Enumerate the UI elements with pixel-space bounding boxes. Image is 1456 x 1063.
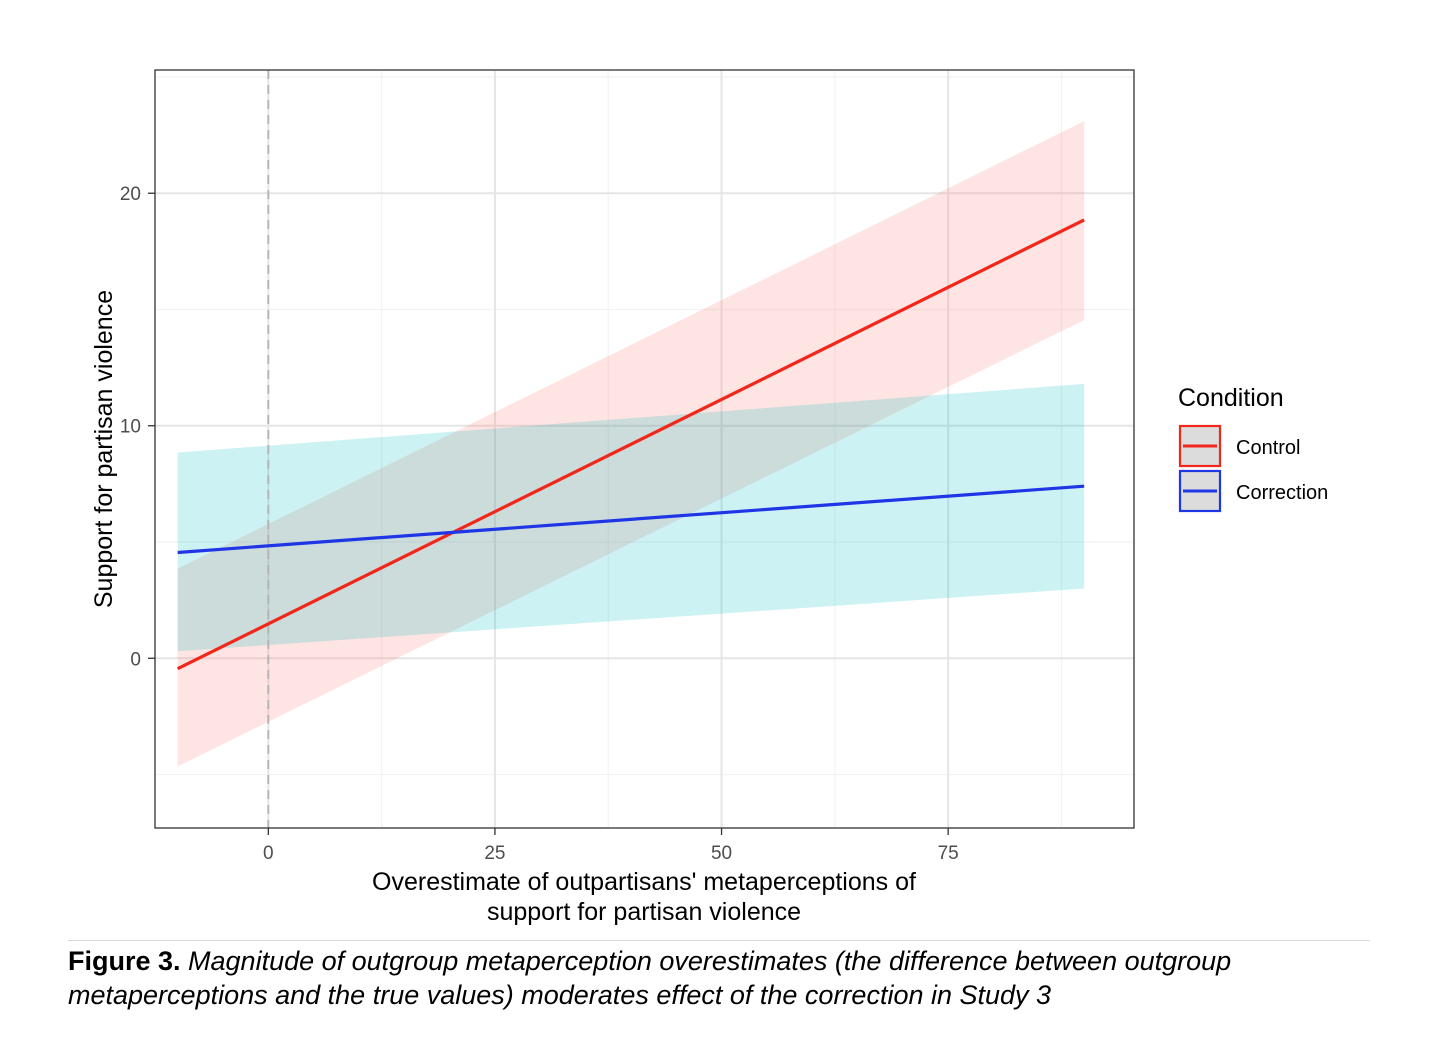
caption-label: Figure 3.	[68, 946, 181, 976]
ribbon-correction	[177, 383, 1085, 652]
x-tick-label: 25	[484, 843, 505, 864]
x-axis-ticks: 0 25 50 75	[263, 828, 959, 864]
legend-label: Control	[1236, 437, 1300, 459]
legend: Condition Control Correction	[1178, 384, 1328, 513]
y-axis-title-text: Support for partisan violence	[90, 290, 118, 608]
line-correction	[177, 484, 1085, 555]
y-tick-label: 10	[120, 417, 141, 438]
x-tick-label: 75	[938, 843, 959, 864]
x-axis-title-line: Overestimate of outpartisans' metapercep…	[372, 868, 916, 896]
y-axis-title: Support for partisan violence	[90, 290, 118, 608]
line-control	[176, 218, 1085, 671]
chart: 0 25 50 75 0 10 20 Overestimate of outpartisa…	[90, 69, 1328, 926]
caption-divider	[68, 940, 1370, 941]
regression-lines	[176, 218, 1085, 671]
legend-label: Correction	[1236, 482, 1328, 504]
panel-border	[154, 69, 1135, 829]
legend-key-correction	[1178, 469, 1222, 513]
y-tick-label: 20	[120, 184, 141, 205]
y-axis-ticks: 0 10 20	[120, 184, 155, 670]
caption-text: Magnitude of outgroup metaperception ove…	[68, 946, 1232, 1010]
legend-key-control	[1178, 424, 1222, 468]
figure-caption: Figure 3. Magnitude of outgroup metaperc…	[68, 944, 1378, 1012]
legend-title: Condition	[1178, 384, 1284, 412]
y-tick-label: 0	[130, 649, 141, 670]
x-axis-title-line: support for partisan violence	[487, 898, 801, 926]
x-tick-label: 50	[711, 843, 732, 864]
x-axis-title: Overestimate of outpartisans' metapercep…	[372, 868, 916, 926]
x-tick-label: 0	[263, 843, 274, 864]
